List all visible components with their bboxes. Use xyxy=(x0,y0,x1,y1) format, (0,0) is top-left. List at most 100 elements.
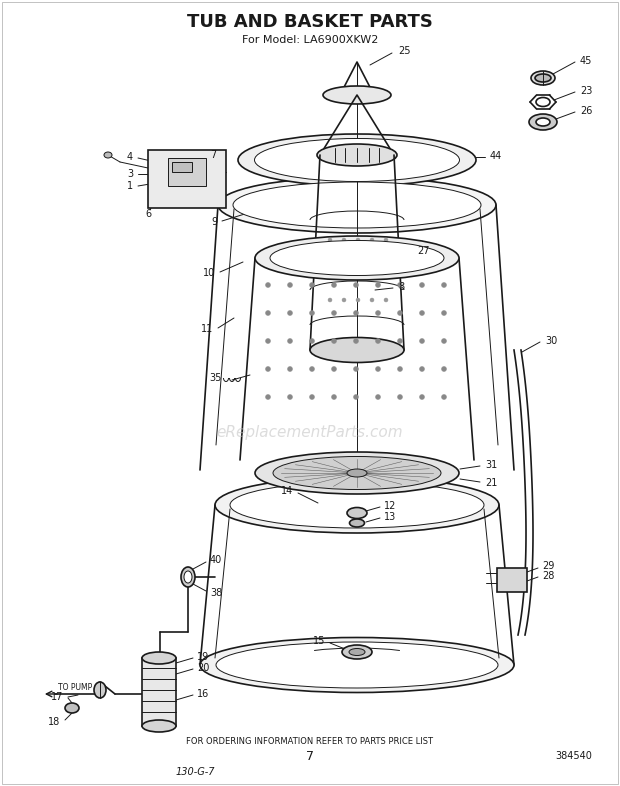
Circle shape xyxy=(288,339,293,343)
Text: 14: 14 xyxy=(281,486,293,496)
Text: 30: 30 xyxy=(545,336,557,346)
Ellipse shape xyxy=(230,482,484,528)
Circle shape xyxy=(309,366,314,372)
Text: 21: 21 xyxy=(485,478,497,488)
Circle shape xyxy=(376,310,381,315)
Ellipse shape xyxy=(94,682,106,698)
Ellipse shape xyxy=(215,477,499,533)
Text: TUB AND BASKET PARTS: TUB AND BASKET PARTS xyxy=(187,13,433,31)
Circle shape xyxy=(342,268,346,272)
Ellipse shape xyxy=(529,114,557,130)
Text: 28: 28 xyxy=(542,571,554,581)
Ellipse shape xyxy=(342,645,372,659)
Ellipse shape xyxy=(347,508,367,519)
FancyBboxPatch shape xyxy=(497,568,527,592)
Circle shape xyxy=(420,395,425,399)
Ellipse shape xyxy=(216,642,498,688)
Text: TO PUMP: TO PUMP xyxy=(58,682,92,692)
Ellipse shape xyxy=(317,144,397,166)
Text: eReplacementParts.com: eReplacementParts.com xyxy=(216,424,404,439)
Text: 11: 11 xyxy=(201,324,213,334)
Circle shape xyxy=(332,395,337,399)
Circle shape xyxy=(370,238,374,242)
Circle shape xyxy=(265,282,270,288)
Text: FOR ORDERING INFORMATION REFER TO PARTS PRICE LIST: FOR ORDERING INFORMATION REFER TO PARTS … xyxy=(187,737,433,747)
Text: 23: 23 xyxy=(580,86,592,96)
Text: 16: 16 xyxy=(197,689,210,699)
Circle shape xyxy=(397,395,402,399)
Circle shape xyxy=(332,339,337,343)
Circle shape xyxy=(265,339,270,343)
Circle shape xyxy=(384,268,388,272)
Text: 35: 35 xyxy=(210,373,222,383)
Text: 25: 25 xyxy=(398,46,410,56)
FancyBboxPatch shape xyxy=(148,150,226,208)
Circle shape xyxy=(441,310,446,315)
Ellipse shape xyxy=(255,452,459,494)
Circle shape xyxy=(342,298,346,302)
Text: 27: 27 xyxy=(417,246,430,256)
Text: 31: 31 xyxy=(485,460,497,470)
FancyBboxPatch shape xyxy=(168,158,206,186)
Circle shape xyxy=(356,238,360,242)
Circle shape xyxy=(441,395,446,399)
Circle shape xyxy=(309,310,314,315)
Circle shape xyxy=(309,339,314,343)
Text: 13: 13 xyxy=(384,512,396,522)
Text: 26: 26 xyxy=(580,106,592,116)
Text: 1: 1 xyxy=(127,181,133,191)
Circle shape xyxy=(376,339,381,343)
Ellipse shape xyxy=(200,637,514,692)
Circle shape xyxy=(420,339,425,343)
Circle shape xyxy=(332,310,337,315)
Circle shape xyxy=(353,310,358,315)
Circle shape xyxy=(288,282,293,288)
Text: 4: 4 xyxy=(127,152,133,162)
Circle shape xyxy=(353,366,358,372)
Text: 38: 38 xyxy=(210,588,222,598)
Ellipse shape xyxy=(531,71,555,85)
Text: 29: 29 xyxy=(542,561,554,571)
Circle shape xyxy=(328,298,332,302)
Circle shape xyxy=(265,310,270,315)
Ellipse shape xyxy=(142,652,176,664)
Ellipse shape xyxy=(536,118,550,126)
Text: 40: 40 xyxy=(210,555,222,565)
Circle shape xyxy=(328,238,332,242)
Circle shape xyxy=(265,366,270,372)
Ellipse shape xyxy=(142,720,176,732)
FancyBboxPatch shape xyxy=(142,658,176,726)
Circle shape xyxy=(328,268,332,272)
Ellipse shape xyxy=(270,241,444,276)
Circle shape xyxy=(332,282,337,288)
Text: 6: 6 xyxy=(145,209,151,219)
Text: For Model: LA6900XKW2: For Model: LA6900XKW2 xyxy=(242,35,378,45)
Circle shape xyxy=(309,395,314,399)
Circle shape xyxy=(397,339,402,343)
Circle shape xyxy=(397,366,402,372)
Text: 44: 44 xyxy=(490,151,502,161)
Text: 10: 10 xyxy=(203,268,215,278)
Ellipse shape xyxy=(233,182,481,228)
Text: 20: 20 xyxy=(197,663,210,673)
Circle shape xyxy=(420,310,425,315)
Ellipse shape xyxy=(65,703,79,713)
Text: 17: 17 xyxy=(51,692,63,702)
Text: 45: 45 xyxy=(580,56,592,66)
Text: 7: 7 xyxy=(306,750,314,762)
Circle shape xyxy=(384,298,388,302)
Circle shape xyxy=(376,366,381,372)
Text: 19: 19 xyxy=(197,652,210,662)
Circle shape xyxy=(265,395,270,399)
Circle shape xyxy=(309,282,314,288)
Ellipse shape xyxy=(184,571,192,583)
Circle shape xyxy=(441,282,446,288)
Ellipse shape xyxy=(255,236,459,280)
Circle shape xyxy=(420,366,425,372)
Text: 12: 12 xyxy=(384,501,396,511)
Ellipse shape xyxy=(273,457,441,490)
Ellipse shape xyxy=(181,567,195,587)
Circle shape xyxy=(288,366,293,372)
Ellipse shape xyxy=(218,177,496,233)
Circle shape xyxy=(288,310,293,315)
